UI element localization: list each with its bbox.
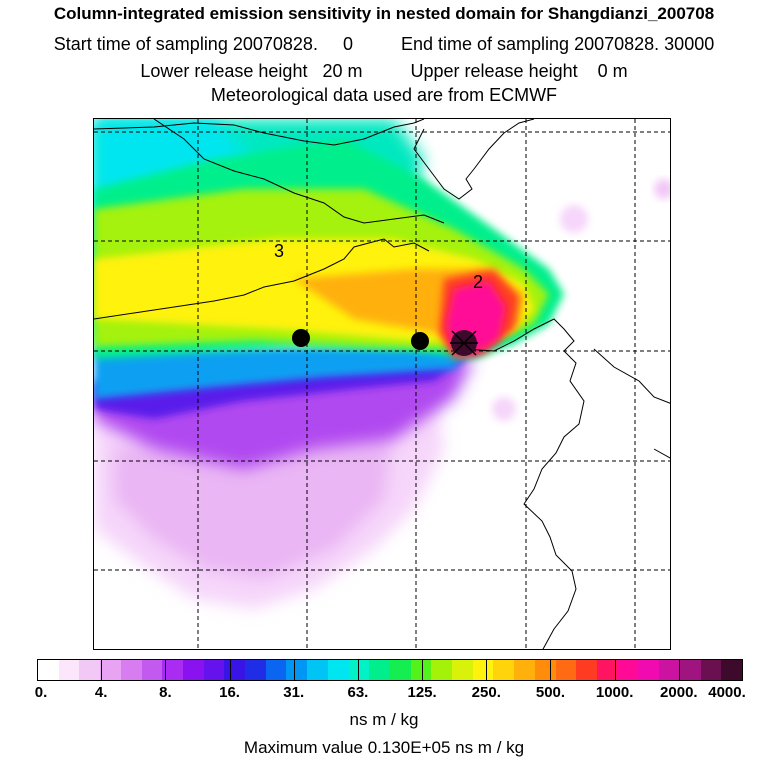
max-number: 0.130E+05 ns m / kg xyxy=(367,738,525,757)
colorbar-segment xyxy=(534,660,556,680)
colorbar-segment xyxy=(162,660,183,680)
colorbar-tick-label: 2000. xyxy=(660,684,698,701)
upper-value: 0 m xyxy=(597,61,628,81)
lower-value: 20 m xyxy=(322,61,363,81)
colorbar-segment xyxy=(307,660,328,680)
map-canvas: 3 2 xyxy=(94,119,670,649)
colorbar-tick-label: 31. xyxy=(283,684,305,701)
sensitivity-map: 3 2 xyxy=(93,118,671,650)
colorbar-tick-label: 500. xyxy=(535,684,566,701)
colorbar-tick xyxy=(486,660,488,680)
colorbar-tick-label: 16. xyxy=(219,684,240,701)
colorbar-unit: ns m / kg xyxy=(349,710,419,729)
colorbar-segment xyxy=(638,660,660,680)
end-label: End time of sampling xyxy=(400,34,570,54)
colorbar-tick-label: 0. xyxy=(34,684,48,701)
colorbar-segment xyxy=(79,660,101,680)
start-label: Start time of sampling xyxy=(53,34,228,54)
receptor-markers xyxy=(292,329,478,356)
colorbar-segment xyxy=(58,660,80,680)
colorbar-segment xyxy=(596,660,618,680)
colorbar-segment xyxy=(431,660,453,680)
colorbar-tick-label: 1000. xyxy=(595,684,634,701)
colorbar-segment xyxy=(410,660,432,680)
colorbar-segment xyxy=(286,660,308,680)
colorbar-segment xyxy=(100,660,121,680)
colorbar-tick-label: 8. xyxy=(159,684,172,701)
start-value: 20070828. 0 xyxy=(232,34,353,54)
colorbar-segment xyxy=(203,660,225,680)
colorbar-segment xyxy=(120,660,142,680)
colorbar-tick xyxy=(422,660,424,680)
release-point-west xyxy=(292,329,310,347)
colorbar-tick xyxy=(101,660,103,680)
colorbar-segment xyxy=(493,660,515,680)
maximum-value: Maximum value 0.130E+05 ns m / kg xyxy=(0,738,768,758)
max-label: Maximum value xyxy=(243,738,363,757)
end-value: 20070828. 30000 xyxy=(574,34,715,54)
colorbar-segment xyxy=(141,660,163,680)
colorbar-tick-label: 4000. xyxy=(708,684,746,701)
release-heights: Lower release height 20 m Upper release … xyxy=(0,60,768,82)
colorbar-segment xyxy=(327,660,349,680)
colorbar-tick xyxy=(614,660,616,680)
colorbar-segment xyxy=(576,660,597,680)
plume-label-3: 3 xyxy=(274,241,284,261)
colorbar-segment xyxy=(721,660,742,680)
colorbar-segment xyxy=(514,660,535,680)
colorbar-segment xyxy=(369,660,390,680)
colorbar-tick-label: 250. xyxy=(471,684,501,701)
colorbar-tick xyxy=(229,660,231,680)
colorbar-segment xyxy=(38,660,59,680)
colorbar-segment xyxy=(265,660,287,680)
upper-label: Upper release height xyxy=(410,61,578,81)
colorbar-segment xyxy=(224,660,246,680)
lower-label: Lower release height xyxy=(140,61,308,81)
receptor-station xyxy=(450,330,478,356)
colorbar-tick xyxy=(165,660,167,680)
colorbar-segment xyxy=(245,660,266,680)
colorbar-segment xyxy=(182,660,204,680)
plume-label-2: 2 xyxy=(473,272,483,292)
met-data-note: Meteorological data used are from ECMWF xyxy=(210,85,558,105)
colorbar-segment xyxy=(659,660,680,680)
grid-lines xyxy=(94,119,670,649)
colorbar xyxy=(37,659,743,681)
colorbar-tick xyxy=(293,660,295,680)
sampling-times: Start time of sampling 20070828. 0 End t… xyxy=(0,33,768,55)
colorbar-segment xyxy=(452,660,473,680)
coastlines xyxy=(94,119,670,649)
colorbar-tick-label: 125. xyxy=(407,684,437,701)
colorbar-segment xyxy=(700,660,722,680)
colorbar-segment xyxy=(555,660,577,680)
colorbar-tick-label: 4. xyxy=(94,684,108,701)
map-title: Column-integrated emission sensitivity i… xyxy=(53,4,715,23)
sensitivity-field xyxy=(94,119,670,609)
colorbar-tick xyxy=(357,660,359,680)
colorbar-tick-label: 63. xyxy=(347,684,369,701)
colorbar-tick xyxy=(678,660,680,680)
colorbar-tick xyxy=(550,660,552,680)
map-labels: 3 2 xyxy=(274,241,483,292)
colorbar-segment xyxy=(617,660,639,680)
colorbar-segment xyxy=(472,660,494,680)
release-point-mid xyxy=(411,332,429,350)
colorbar-segment xyxy=(679,660,701,680)
colorbar-segment xyxy=(389,660,411,680)
